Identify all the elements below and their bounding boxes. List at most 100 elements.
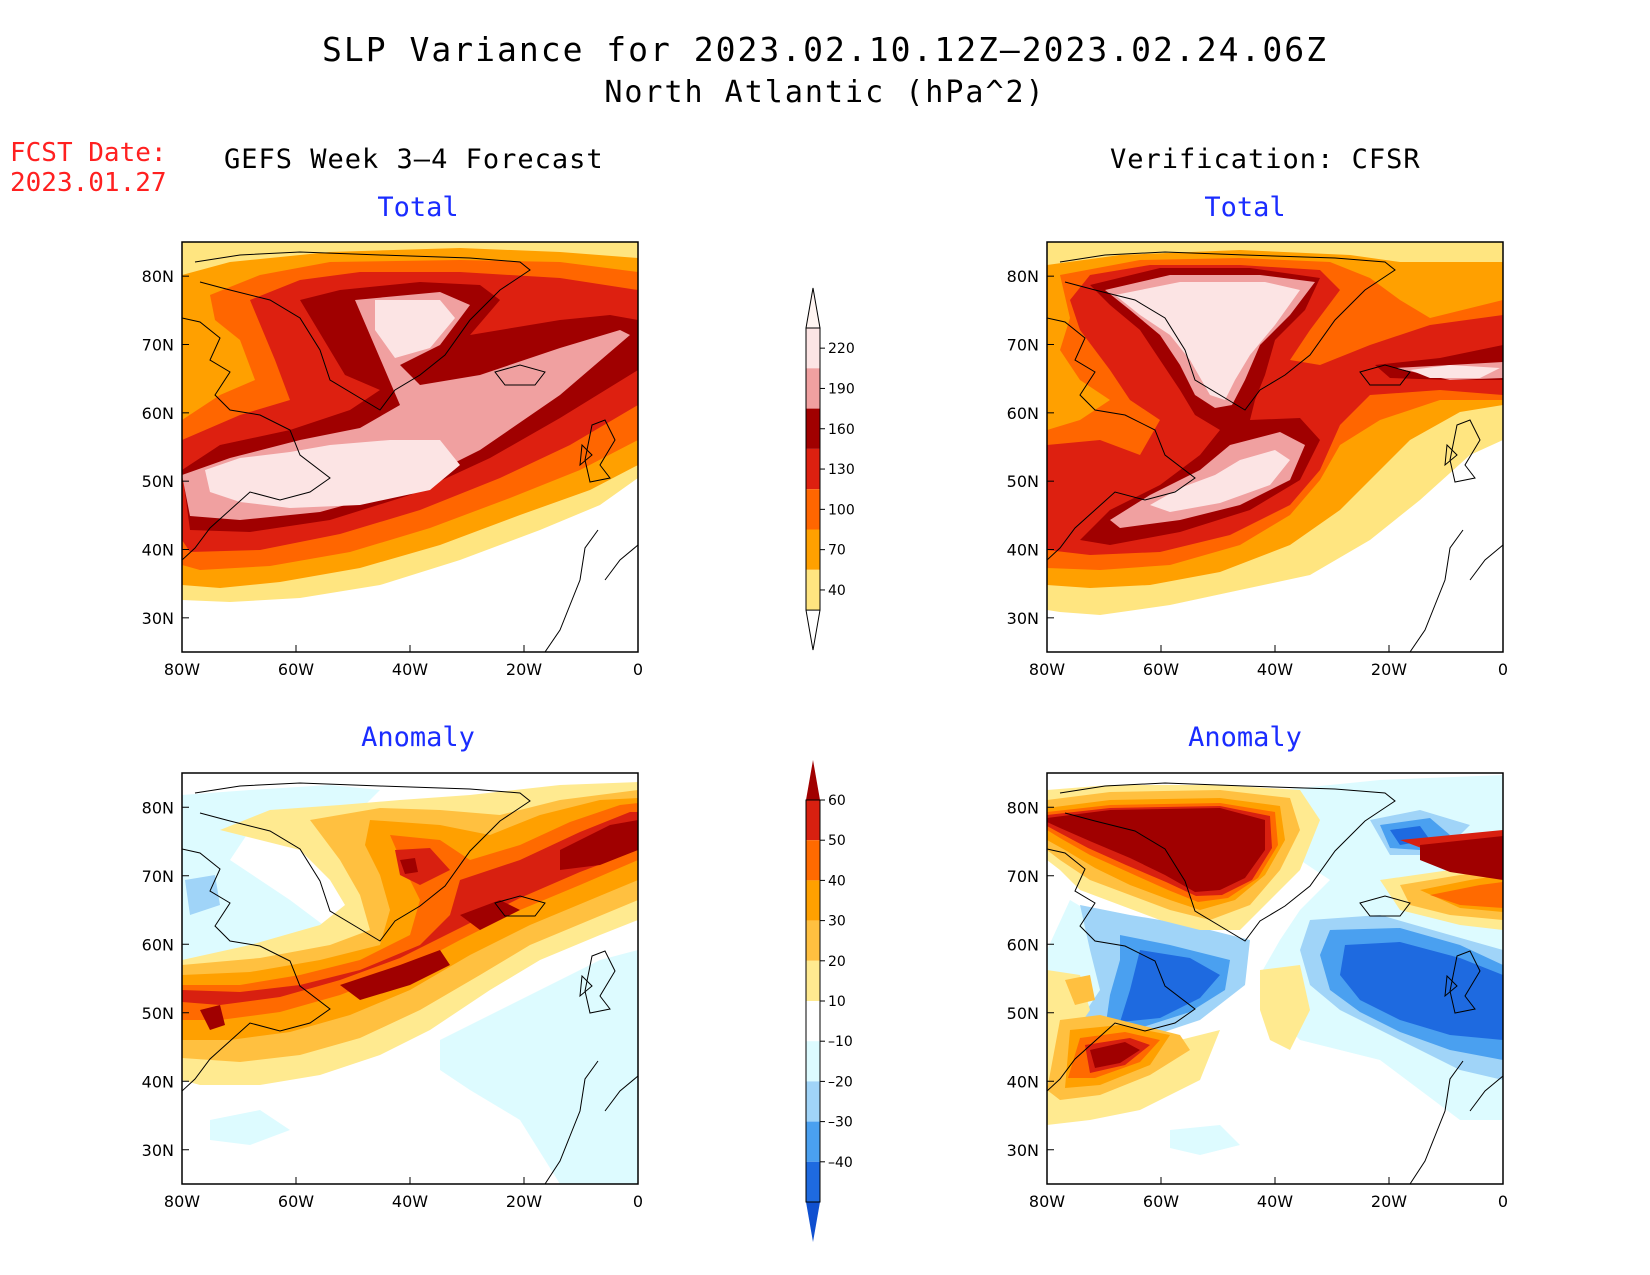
- colorbar-anomaly-swatch: [806, 1121, 820, 1162]
- fc-anom-fill-50: [182, 812, 638, 1005]
- colorbar-anomaly-swatch: [806, 840, 820, 881]
- fc-anom-xtick-label: 20W: [506, 1192, 542, 1211]
- ver-anom-xtick-label: 80W: [1029, 1192, 1065, 1211]
- ver-total-ytick-label: 50N: [1007, 472, 1039, 491]
- fc-total-coastlines: [182, 251, 638, 652]
- fc-anom-ytick-label: 60N: [142, 935, 174, 954]
- ver-total-ytick-label: 80N: [1007, 267, 1039, 286]
- fc-anom-ytick-label: 70N: [142, 867, 174, 886]
- colorbar-anomaly-label: 60: [828, 793, 846, 809]
- fc-anom-xtick-label: 80W: [164, 1192, 200, 1211]
- fc-total-xtick-label: 0: [633, 660, 643, 679]
- fc-total-xtick-label: 40W: [392, 660, 428, 679]
- colorbar-total-bottom-triangle: [805, 610, 821, 651]
- fc-total-ytick-label: 40N: [142, 541, 174, 560]
- ver-anom-title: Anomaly: [1188, 722, 1302, 753]
- colorbar-anomaly-swatch: [806, 1041, 820, 1082]
- fcst-date-caption: FCST Date:: [10, 138, 167, 168]
- ver-anom-fill-neg40: [1120, 826, 1503, 1040]
- fc-anom-xtick-label: 0: [633, 1192, 643, 1211]
- ver-total-map: [1047, 242, 1503, 652]
- fc-total-xtick-label: 60W: [278, 660, 314, 679]
- colorbar-total: 220 190 160 130 100 70 40: [805, 287, 855, 651]
- colorbar-anomaly-label: –20: [828, 1074, 853, 1090]
- colorbar-anomaly-swatch: [806, 920, 820, 961]
- colorbar-total-swatch: [806, 328, 820, 369]
- colorbar-anomaly-swatch: [806, 1001, 820, 1042]
- ver-anom-fill-neg10: [1047, 775, 1503, 1155]
- colorbar-total-swatch: [806, 529, 820, 570]
- ver-total-fill-220: [1115, 282, 1500, 512]
- fc-anom-fill-40: [182, 803, 638, 1020]
- axes-layer: 80W 60W 40W 20W 0 80N 70N 60N 50N 40N 30N 80W 60W 40W…: [142, 267, 1508, 1211]
- fc-total-ytick-label: 50N: [142, 472, 174, 491]
- fc-total-map: [182, 242, 638, 652]
- colorbar-anomaly-label: 20: [828, 954, 846, 970]
- colorbar-total-label: 220: [828, 341, 855, 357]
- ver-total-fill-130b: [1055, 445, 1100, 500]
- ver-anom-xtick-label: 40W: [1257, 1192, 1293, 1211]
- colorbar-total-swatch: [806, 569, 820, 611]
- ver-anom-ytick-label: 50N: [1007, 1004, 1039, 1023]
- ver-anom-coastlines: [1047, 782, 1503, 1184]
- colorbar-total-top-triangle: [805, 287, 821, 329]
- ver-total-ytick-label: 30N: [1007, 609, 1039, 628]
- fc-total-ytick-label: 70N: [142, 336, 174, 355]
- right-column-title: Verification: CFSR: [1110, 144, 1421, 175]
- ver-total-xtick-label: 80W: [1029, 660, 1065, 679]
- fc-total-fill-220: [205, 300, 460, 508]
- colorbar-anomaly: 60 50 40 30 20 10 –10 –20 –30 –40: [805, 760, 853, 1242]
- fc-anom-fill-60: [200, 820, 638, 1030]
- colorbar-total-swatch: [806, 408, 820, 449]
- ver-anom-ytick-label: 80N: [1007, 798, 1039, 817]
- colorbar-total-label: 70: [828, 543, 846, 559]
- fc-anom-ytick-label: 40N: [142, 1072, 174, 1091]
- ver-anom-xtick-label: 20W: [1371, 1192, 1407, 1211]
- fc-anom-xtick-label: 40W: [392, 1192, 428, 1211]
- colorbar-total-swatch: [806, 489, 820, 530]
- colorbar-anomaly-swatch: [806, 960, 820, 1001]
- colorbar-anomaly-label: 30: [828, 914, 846, 930]
- ver-anom-ytick-label: 70N: [1007, 867, 1039, 886]
- fc-anom-title: Anomaly: [361, 722, 475, 753]
- colorbar-total-label: 100: [828, 502, 855, 518]
- ver-total-ytick-label: 40N: [1007, 541, 1039, 560]
- colorbar-anomaly-label: 40: [828, 873, 846, 889]
- ver-anom-ytick-label: 30N: [1007, 1141, 1039, 1160]
- colorbar-anomaly-bottom-triangle: [806, 1202, 820, 1242]
- colorbar-anomaly-label: 10: [828, 994, 846, 1010]
- figure-subtitle: North Atlantic (hPa^2): [604, 75, 1046, 110]
- colorbar-anomaly-label: –40: [828, 1155, 853, 1171]
- fc-total-xtick-label: 80W: [164, 660, 200, 679]
- colorbar-anomaly-label: –30: [828, 1115, 853, 1131]
- fc-anom-fill-neg20: [185, 875, 220, 915]
- ver-anom-fill-60: [1047, 808, 1503, 1068]
- ver-anom-xtick-label: 0: [1498, 1192, 1508, 1211]
- ver-anom-xtick-label: 60W: [1143, 1192, 1179, 1211]
- ver-total-xtick-label: 20W: [1371, 660, 1407, 679]
- fc-anom-ytick-label: 30N: [142, 1141, 174, 1160]
- colorbar-total-label: 190: [828, 381, 855, 397]
- fc-total-title: Total: [377, 192, 459, 223]
- ver-total-title: Total: [1204, 192, 1286, 223]
- ver-total-coastlines: [1047, 251, 1503, 652]
- colorbar-anomaly-label: 50: [828, 833, 846, 849]
- fc-anom-fill-neg10: [182, 785, 638, 1184]
- fc-anom-coastlines: [182, 782, 638, 1184]
- fc-anom-ytick-label: 80N: [142, 798, 174, 817]
- left-column-title: GEFS Week 3–4 Forecast: [224, 144, 604, 175]
- colorbar-anomaly-swatch: [806, 1161, 820, 1202]
- ver-total-ytick-label: 60N: [1007, 404, 1039, 423]
- ver-total-xtick-label: 40W: [1257, 660, 1293, 679]
- colorbar-total-label: 160: [828, 422, 855, 438]
- fc-anom-ytick-label: 50N: [142, 1004, 174, 1023]
- ver-anom-map: [1047, 773, 1503, 1184]
- colorbar-total-label: 40: [828, 583, 846, 599]
- ver-total-xtick-label: 0: [1498, 660, 1508, 679]
- fc-total-xtick-label: 20W: [506, 660, 542, 679]
- fc-anom-xtick-label: 60W: [278, 1192, 314, 1211]
- fc-total-ytick-label: 80N: [142, 267, 174, 286]
- ver-anom-ytick-label: 60N: [1007, 935, 1039, 954]
- fcst-date-value: 2023.01.27: [10, 168, 167, 198]
